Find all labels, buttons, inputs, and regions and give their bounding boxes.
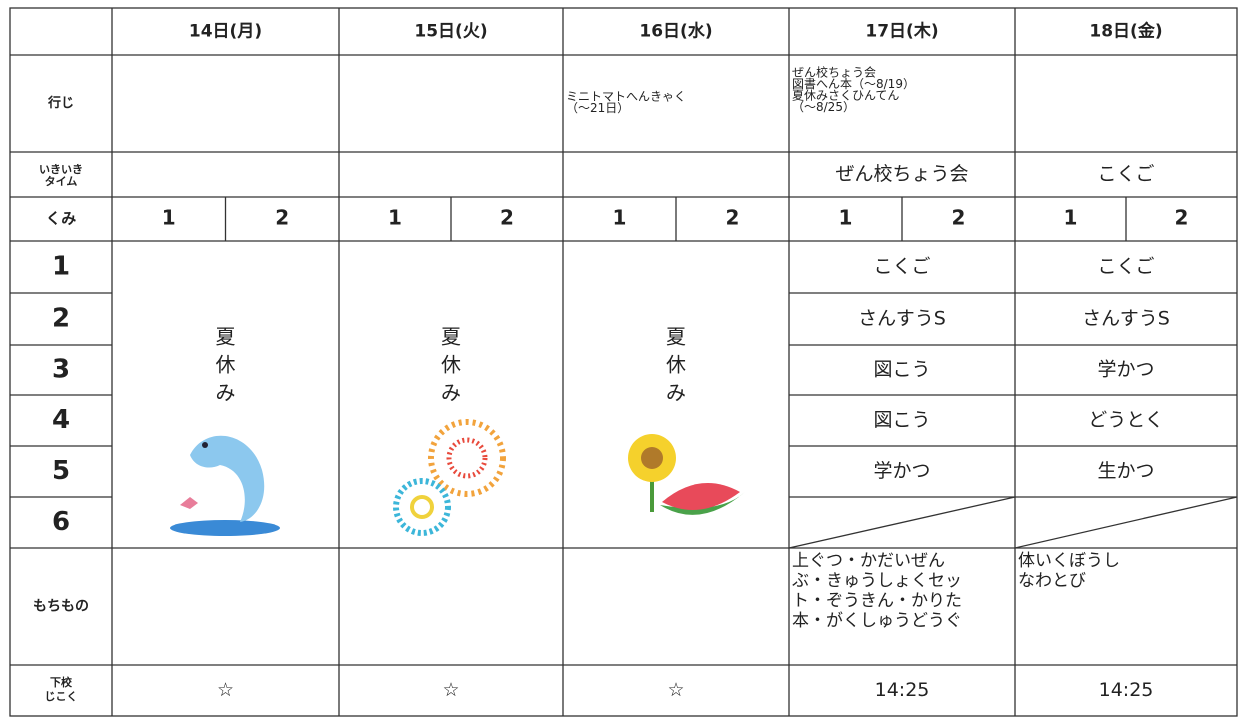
belongings-text: なわとび: [1018, 571, 1086, 591]
table-border: [9, 7, 1238, 717]
class-number: 2: [952, 206, 966, 230]
event-text: 図書へん本（～8/19）: [792, 77, 915, 91]
class-number: 1: [613, 206, 627, 230]
class-number: 1: [839, 206, 853, 230]
day-header: 16日(水): [639, 21, 712, 42]
return-time: ☆: [442, 679, 459, 701]
return-time: 14:25: [1099, 679, 1154, 701]
row-header: 下校: [50, 675, 73, 689]
event-text: ミニトマトへんきゃく: [566, 90, 686, 104]
dolphin-illustration: [170, 435, 280, 536]
summer-break-text: 夏: [666, 325, 686, 349]
subject: 学かつ: [1097, 359, 1154, 381]
event-text: （～8/25）: [792, 100, 855, 114]
return-time: ☆: [667, 679, 684, 701]
period-number: 6: [52, 507, 70, 537]
ikiiki-text: ぜん校ちょう会: [835, 163, 968, 185]
subject: 図こう: [873, 409, 930, 431]
summer-break-text: 休: [441, 353, 461, 377]
ikiiki-text: こくご: [1097, 163, 1154, 185]
class-number: 1: [1064, 206, 1078, 230]
class-number: 2: [1175, 206, 1189, 230]
belongings-text: 体いくぼうし: [1018, 551, 1120, 571]
row-header: いきいき: [39, 163, 83, 176]
event-text: 夏休みさくひんてん: [792, 89, 899, 103]
period-number: 5: [52, 456, 70, 486]
class-number: 1: [162, 206, 176, 230]
subject: さんすうS: [1082, 308, 1170, 330]
event-text: ぜん校ちょう会: [792, 65, 876, 80]
period-number: 2: [52, 304, 70, 334]
class-number: 2: [500, 206, 514, 230]
subject: 図こう: [873, 359, 930, 381]
day-header: 15日(火): [414, 22, 487, 42]
belongings-text: ぶ・きゅうしょくセッ: [792, 571, 962, 591]
period-number: 1: [52, 252, 70, 282]
row-header: 行じ: [47, 95, 74, 111]
day-header: 14日(月): [189, 22, 262, 42]
summer-break-text: み: [216, 381, 236, 405]
summer-break-text: 夏: [216, 325, 236, 349]
period-number: 4: [52, 405, 70, 435]
row-header: タイム: [45, 175, 78, 188]
slash-line: [1014, 496, 1238, 549]
subject: こくご: [1097, 256, 1154, 278]
subject: 学かつ: [873, 460, 930, 482]
period-number: 3: [52, 355, 70, 385]
row-header: じこく: [45, 690, 78, 703]
row-header: もちもの: [33, 599, 89, 615]
return-time: 14:25: [875, 679, 930, 701]
class-number: 1: [388, 206, 402, 230]
event-text: （～21日）: [566, 101, 629, 115]
return-time: ☆: [217, 679, 234, 701]
row-header: くみ: [46, 210, 77, 228]
subject: こくご: [873, 256, 930, 278]
sunflower-watermelon-illustration: [628, 434, 745, 515]
summer-break-text: み: [666, 381, 686, 405]
day-header: 18日(金): [1089, 21, 1162, 42]
subject: どうとく: [1088, 409, 1163, 431]
belongings-text: 上ぐつ・かだいぜん: [792, 551, 945, 571]
slash-line: [788, 496, 1016, 549]
class-number: 2: [726, 206, 740, 230]
subject: さんすうS: [858, 308, 946, 330]
class-number: 2: [275, 206, 289, 230]
summer-break-text: 休: [216, 353, 236, 377]
day-header: 17日(木): [865, 21, 938, 42]
fireworks-illustration: [393, 419, 506, 536]
subject: 生かつ: [1097, 460, 1154, 482]
summer-break-text: 夏: [441, 325, 461, 349]
belongings-text: 本・がくしゅうどうぐ: [792, 611, 962, 631]
summer-break-text: 休: [666, 353, 686, 377]
belongings-text: ト・ぞうきん・かりた: [792, 591, 962, 611]
summer-break-text: み: [441, 381, 461, 405]
